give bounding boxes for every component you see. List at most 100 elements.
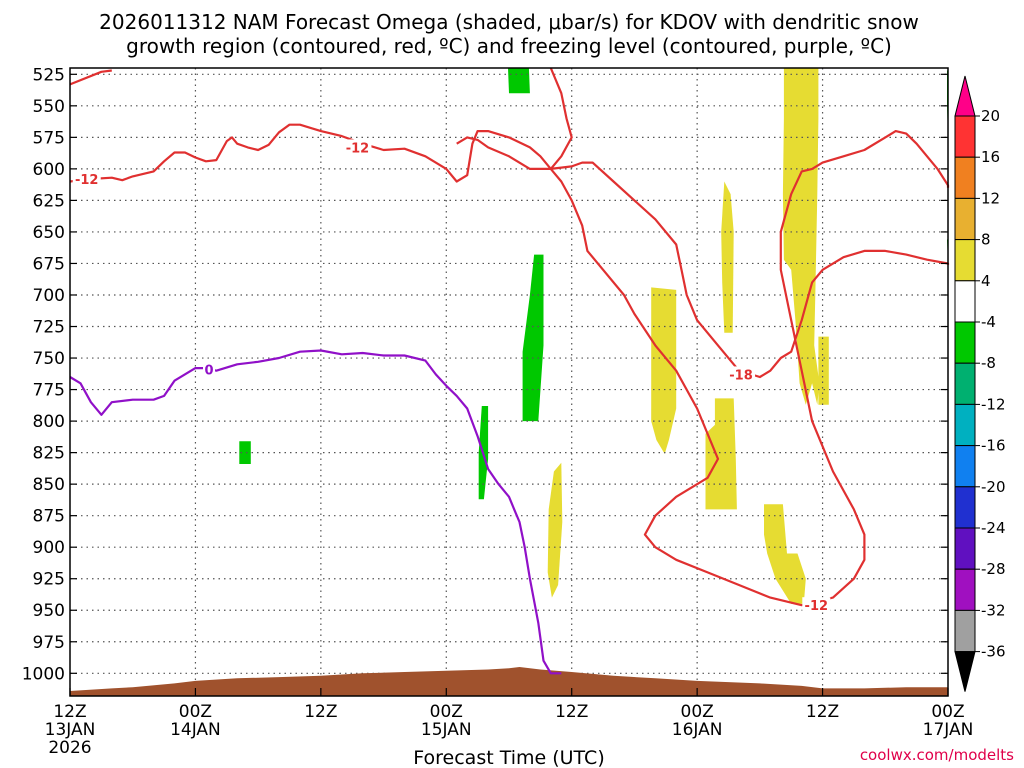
x-tick-label-60-1: 00Z — [681, 702, 714, 722]
y-tick-label-575: 575 — [33, 128, 65, 148]
contour-label-bg-4 — [203, 361, 216, 377]
y-tick-label-925: 925 — [33, 570, 65, 590]
contour-label-layer: -12 -12 -18 -12 0 — [72, 139, 831, 614]
dgz-contour-2 — [456, 67, 573, 170]
colorbar-label-9: -20 — [981, 478, 1006, 496]
omega-area-12 — [764, 504, 806, 604]
colorbar-box-5 — [954, 321, 976, 364]
y-axis: 525 550 575 600 625 650 675 700 725 750 775 800 825 8… — [22, 65, 948, 684]
colorbar-box-3 — [954, 239, 976, 282]
x-tick-label-48-1: 12Z — [555, 702, 588, 722]
colorbar-box-9 — [954, 486, 976, 529]
x-tick-label-12-2: 14JAN — [170, 720, 221, 740]
y-tick-label-900: 900 — [33, 538, 65, 558]
omega-area-6 — [547, 462, 563, 598]
contour-label-3: -12 — [805, 599, 829, 614]
surface-terrain-layer — [70, 667, 948, 696]
colorbar-label-11: -28 — [981, 560, 1006, 578]
x-tick-label-72-1: 12Z — [806, 702, 839, 722]
plot-area: -12 -12 -18 -12 0 — [69, 67, 950, 697]
grid-layer — [70, 68, 948, 696]
omega-area-3 — [239, 441, 251, 464]
y-tick-label-625: 625 — [33, 191, 65, 211]
colorbar-label-12: -32 — [981, 601, 1006, 619]
colorbar-label-8: -16 — [981, 437, 1006, 455]
chart-title-line1: 2026011312 NAM Forecast Omega (shaded, μ… — [99, 10, 919, 34]
y-tick-label-850: 850 — [33, 475, 65, 495]
x-tick-label-12-1: 00Z — [179, 702, 212, 722]
y-tick-label-725: 725 — [33, 318, 65, 338]
x-tick-label-0-1: 12Z — [53, 702, 86, 722]
x-tick-label-24-1: 12Z — [304, 702, 337, 722]
colorbar-label-13: -36 — [981, 643, 1006, 661]
colorbar-box-6 — [954, 362, 976, 405]
dgz-contour-0 — [69, 69, 112, 86]
omega-area-10 — [782, 68, 820, 405]
contour-layer — [69, 67, 950, 675]
colorbar-box-8 — [954, 445, 976, 488]
colorbar: 20 16 12 8 4 -4 -8 -12 -16 -20 -24 -28 -32 -36 — [954, 75, 1006, 692]
dgz-contour-1 — [69, 123, 950, 607]
colorbar-label-7: -12 — [981, 395, 1006, 413]
freezing-level-contour — [69, 349, 562, 675]
colorbar-label-6: -8 — [981, 354, 996, 372]
x-tick-label-36-2: 15JAN — [421, 720, 472, 740]
contour-label-bg-3 — [802, 597, 831, 613]
colorbar-label-4: 4 — [981, 272, 991, 290]
y-tick-label-600: 600 — [33, 160, 65, 180]
omega-area-0 — [508, 68, 530, 94]
surface-terrain — [70, 667, 948, 696]
x-tick-label-84-2: 17JAN — [923, 720, 974, 740]
colorbar-box-2 — [954, 197, 976, 241]
x-tick-label-36-1: 00Z — [430, 702, 463, 722]
colorbar-box-4 — [954, 280, 976, 323]
colorbar-label-5: -4 — [981, 313, 996, 331]
colorbar-box-12 — [954, 609, 976, 653]
y-tick-label-675: 675 — [33, 254, 65, 274]
contour-label-1: -12 — [346, 141, 370, 156]
x-tick-label-60-2: 16JAN — [672, 720, 723, 740]
y-tick-label-1000: 1000 — [22, 664, 65, 684]
x-tick-label-84-1: 00Z — [931, 702, 964, 722]
y-tick-label-750: 750 — [33, 349, 65, 369]
y-tick-label-650: 650 — [33, 223, 65, 243]
contour-label-4: 0 — [204, 363, 213, 378]
dgz-contour-3 — [550, 161, 950, 379]
contour-label-bg-1 — [343, 139, 372, 155]
y-tick-label-825: 825 — [33, 444, 65, 464]
colorbar-label-1: 16 — [981, 148, 1000, 166]
y-tick-label-550: 550 — [33, 97, 65, 117]
credit-text: coolwx.com/modelts — [860, 746, 1014, 764]
y-tick-label-975: 975 — [33, 633, 65, 653]
x-axis-title: Forecast Time (UTC) — [413, 747, 604, 768]
y-tick-label-700: 700 — [33, 286, 65, 306]
x-tick-label-0-3: 2026 — [48, 738, 91, 758]
contour-label-2: -18 — [729, 368, 753, 383]
colorbar-label-3: 8 — [981, 231, 991, 249]
plot-frame — [69, 67, 949, 697]
colorbar-label-10: -24 — [981, 519, 1006, 537]
colorbar-label-0: 20 — [981, 107, 1000, 125]
chart-title-line2: growth region (contoured, red, ºC) and f… — [126, 34, 892, 58]
y-tick-label-525: 525 — [33, 65, 65, 85]
colorbar-box-11 — [954, 568, 976, 611]
x-tick-label-0-2: 13JAN — [45, 720, 96, 740]
colorbar-top-triangle — [954, 75, 976, 117]
y-tick-label-950: 950 — [33, 601, 65, 621]
omega-shading-layer — [239, 68, 948, 604]
omega-area-8 — [705, 398, 737, 510]
colorbar-box-7 — [954, 403, 976, 447]
y-tick-label-775: 775 — [33, 381, 65, 401]
colorbar-box-10 — [954, 527, 976, 570]
y-tick-label-875: 875 — [33, 507, 65, 527]
omega-area-7 — [651, 287, 677, 454]
y-tick-label-800: 800 — [33, 412, 65, 432]
colorbar-label-2: 12 — [981, 189, 1000, 207]
colorbar-bottom-triangle — [954, 651, 976, 692]
colorbar-box-0 — [954, 115, 976, 158]
omega-area-1 — [522, 254, 544, 422]
contour-label-bg-2 — [727, 366, 756, 382]
contour-label-bg-0 — [72, 170, 101, 186]
